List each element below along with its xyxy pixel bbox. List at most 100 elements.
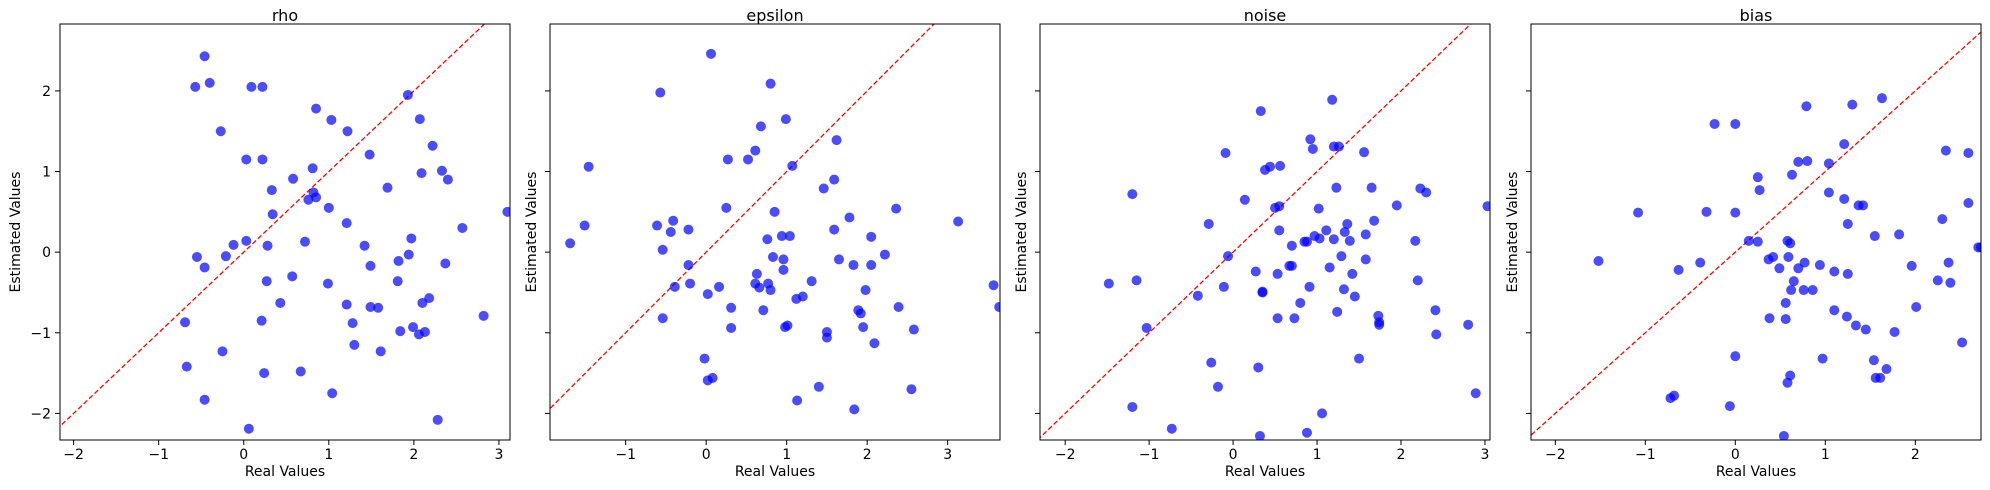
scatter-point bbox=[683, 224, 694, 235]
scatter-point bbox=[1250, 266, 1261, 277]
scatter-point bbox=[217, 346, 228, 357]
scatter-point bbox=[908, 324, 919, 335]
scatter-point bbox=[241, 235, 252, 246]
scatter-point bbox=[436, 165, 447, 176]
x-axis-label: Real Values bbox=[735, 464, 815, 480]
scatter-point bbox=[1875, 372, 1886, 383]
scatter-point bbox=[1850, 320, 1861, 331]
scatter-point bbox=[327, 388, 338, 399]
panel-title: epsilon bbox=[746, 6, 803, 25]
scatter-point bbox=[326, 114, 337, 125]
scatter-point bbox=[408, 322, 419, 333]
scatter-point bbox=[243, 423, 254, 434]
scatter-point bbox=[395, 326, 406, 337]
scatter-point bbox=[1881, 364, 1892, 375]
scatter-point bbox=[1780, 297, 1791, 308]
scatter-point bbox=[1482, 201, 1490, 212]
x-axis-label: Real Values bbox=[1225, 464, 1305, 480]
scatter-point bbox=[1301, 236, 1312, 247]
scatter-point bbox=[1963, 197, 1974, 208]
x-tick-label: −1 bbox=[615, 447, 636, 463]
x-tick-label: −2 bbox=[63, 447, 84, 463]
scatter-point bbox=[403, 249, 414, 260]
scatter-point bbox=[307, 163, 318, 174]
x-axis-label: Real Values bbox=[245, 464, 325, 480]
scatter-point bbox=[215, 126, 226, 137]
scatter-point bbox=[1730, 207, 1741, 218]
scatter-point bbox=[1793, 263, 1804, 274]
scatter-point bbox=[432, 414, 443, 425]
scatter-point bbox=[1889, 326, 1900, 337]
scatter-point bbox=[1730, 351, 1741, 362]
scatter-point bbox=[1265, 161, 1276, 172]
scatter-point bbox=[1421, 187, 1432, 198]
scatter-point bbox=[1940, 145, 1951, 156]
scatter-point bbox=[994, 301, 1000, 312]
scatter-point bbox=[341, 299, 352, 310]
scatter-point bbox=[1801, 101, 1812, 112]
scatter-point bbox=[1829, 305, 1840, 316]
scatter-point bbox=[1272, 268, 1283, 279]
scatter-point bbox=[1743, 235, 1754, 246]
scatter-point bbox=[1841, 311, 1852, 322]
scatter-point bbox=[762, 234, 773, 245]
scatter-point bbox=[1223, 251, 1234, 262]
scatter-point bbox=[1254, 430, 1265, 440]
scatter-point bbox=[180, 317, 191, 328]
scatter-point bbox=[1295, 297, 1306, 308]
scatter-point bbox=[1673, 264, 1684, 275]
scatter-point bbox=[1333, 141, 1344, 152]
scatter-point bbox=[665, 227, 676, 237]
x-tick-label: 1 bbox=[1313, 447, 1322, 463]
scatter-point bbox=[767, 251, 778, 262]
scatter-point bbox=[1937, 214, 1948, 225]
scatter-point bbox=[1869, 231, 1880, 242]
scatter-point bbox=[1309, 231, 1320, 242]
scatter-point bbox=[1166, 423, 1177, 434]
identity-line bbox=[550, 24, 935, 410]
scatter-point bbox=[299, 236, 310, 247]
y-axis-label: Estimated Values bbox=[524, 172, 540, 293]
scatter-point bbox=[1332, 306, 1343, 317]
scatter-point bbox=[813, 381, 824, 392]
scatter-point bbox=[1785, 238, 1796, 249]
x-axis-label: Real Values bbox=[1716, 464, 1796, 480]
scatter-point bbox=[565, 238, 576, 249]
scatter-point bbox=[1817, 353, 1828, 364]
x-tick-label: 3 bbox=[943, 447, 952, 463]
scatter-point bbox=[1359, 147, 1370, 158]
scatter-point bbox=[763, 278, 774, 289]
scatter-point bbox=[769, 206, 780, 217]
scatter-point bbox=[262, 240, 273, 251]
scatter-point bbox=[778, 264, 789, 275]
scatter-point bbox=[1412, 275, 1423, 286]
y-tick-label: 1 bbox=[42, 165, 51, 181]
scatter-point bbox=[295, 366, 306, 377]
scatter-point bbox=[702, 289, 713, 300]
scatter-point bbox=[1778, 430, 1789, 440]
scatter-point bbox=[392, 276, 403, 287]
scatter-point bbox=[780, 322, 791, 333]
scatter-point bbox=[259, 368, 270, 379]
scatter-point bbox=[829, 174, 840, 185]
scatter-point bbox=[1203, 218, 1214, 229]
scatter-point bbox=[1823, 158, 1834, 169]
x-tick-label: 2 bbox=[863, 447, 872, 463]
scatter-point bbox=[726, 302, 737, 313]
x-tick-label: −1 bbox=[148, 447, 169, 463]
scatter-point bbox=[1349, 291, 1360, 302]
x-tick-label: 0 bbox=[1229, 447, 1238, 463]
scatter-point bbox=[228, 239, 239, 250]
scatter-point bbox=[855, 308, 866, 319]
scatter-point bbox=[1344, 235, 1355, 246]
scatter-point bbox=[1289, 313, 1300, 324]
scatter-point bbox=[402, 89, 413, 100]
scatter-point bbox=[869, 338, 880, 349]
scatter-point bbox=[1957, 337, 1968, 348]
scatter-point bbox=[257, 81, 268, 92]
x-tick-label: −1 bbox=[1139, 447, 1160, 463]
x-tick-label: 1 bbox=[324, 447, 333, 463]
scatter-point bbox=[1321, 225, 1332, 236]
scatter-point bbox=[1593, 256, 1604, 267]
